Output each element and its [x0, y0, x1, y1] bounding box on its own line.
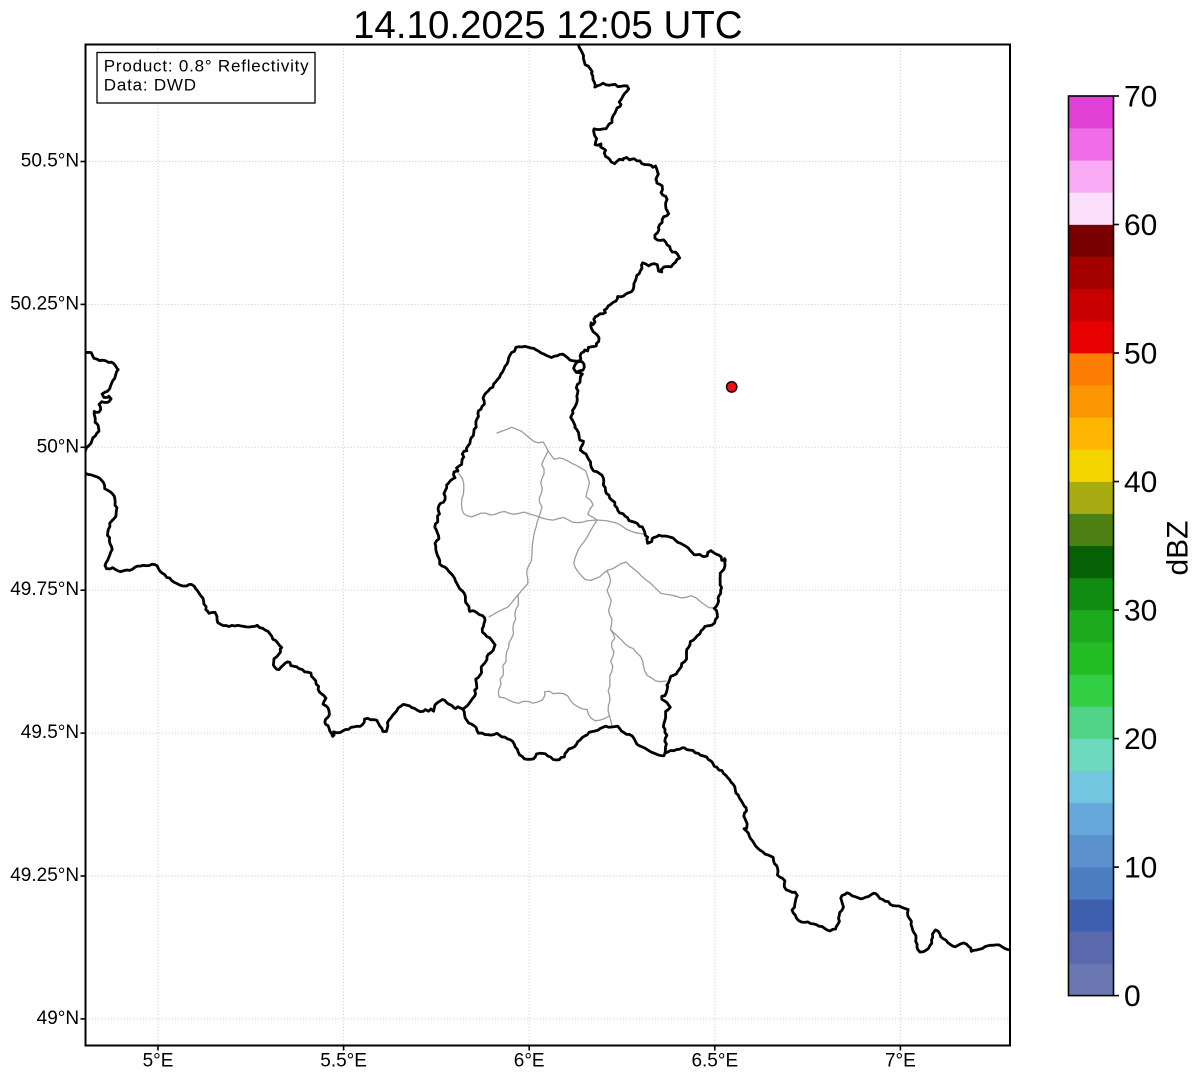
- svg-text:60: 60: [1124, 209, 1157, 242]
- svg-text:49°N: 49°N: [37, 1008, 79, 1029]
- svg-text:50°N: 50°N: [37, 436, 79, 457]
- svg-text:6.5°E: 6.5°E: [691, 1050, 738, 1071]
- svg-text:6°E: 6°E: [514, 1050, 545, 1071]
- svg-text:Product: 0.8° Reflectivity: Product: 0.8° Reflectivity: [104, 57, 310, 76]
- svg-text:30: 30: [1124, 594, 1157, 627]
- svg-text:50: 50: [1124, 337, 1157, 370]
- svg-text:7°E: 7°E: [885, 1050, 916, 1071]
- svg-text:40: 40: [1124, 466, 1157, 499]
- svg-text:49.5°N: 49.5°N: [21, 722, 79, 743]
- svg-text:10: 10: [1124, 851, 1157, 884]
- svg-text:49.75°N: 49.75°N: [10, 579, 79, 600]
- svg-text:50.25°N: 50.25°N: [10, 293, 79, 314]
- svg-text:0: 0: [1124, 980, 1141, 1013]
- svg-text:dBZ: dBZ: [1162, 520, 1195, 575]
- svg-text:5°E: 5°E: [143, 1050, 174, 1071]
- svg-text:49.25°N: 49.25°N: [10, 865, 79, 886]
- svg-text:Data: DWD: Data: DWD: [104, 76, 197, 95]
- svg-text:5.5°E: 5.5°E: [320, 1050, 367, 1071]
- svg-text:14.10.2025 12:05 UTC: 14.10.2025 12:05 UTC: [353, 4, 743, 47]
- svg-text:70: 70: [1124, 80, 1157, 113]
- svg-text:50.5°N: 50.5°N: [21, 151, 79, 172]
- svg-text:20: 20: [1124, 723, 1157, 756]
